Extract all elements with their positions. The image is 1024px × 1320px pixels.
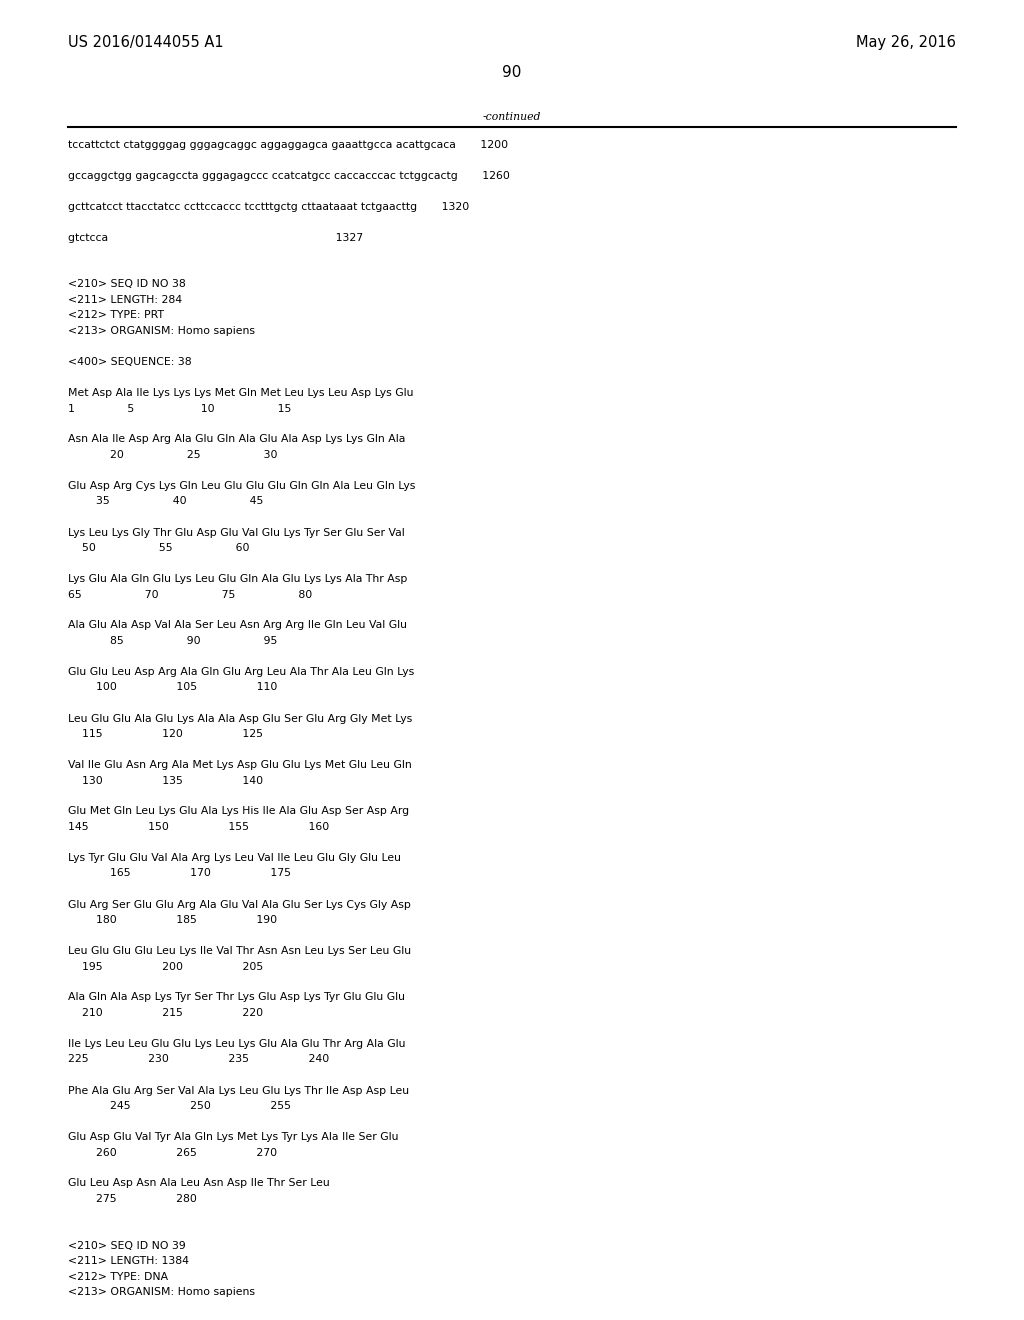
Text: 85                  90                  95: 85 90 95 — [68, 636, 278, 645]
Text: US 2016/0144055 A1: US 2016/0144055 A1 — [68, 36, 223, 50]
Text: 50                  55                  60: 50 55 60 — [68, 543, 250, 553]
Text: <210> SEQ ID NO 38: <210> SEQ ID NO 38 — [68, 280, 185, 289]
Text: Asn Ala Ile Asp Arg Ala Glu Gln Ala Glu Ala Asp Lys Lys Gln Ala: Asn Ala Ile Asp Arg Ala Glu Gln Ala Glu … — [68, 434, 406, 445]
Text: 65                  70                  75                  80: 65 70 75 80 — [68, 590, 312, 599]
Text: tccattctct ctatggggag gggagcaggc aggaggagca gaaattgcca acattgcaca       1200: tccattctct ctatggggag gggagcaggc aggagga… — [68, 140, 508, 150]
Text: Leu Glu Glu Ala Glu Lys Ala Ala Asp Glu Ser Glu Arg Gly Met Lys: Leu Glu Glu Ala Glu Lys Ala Ala Asp Glu … — [68, 714, 413, 723]
Text: 260                 265                 270: 260 265 270 — [68, 1147, 278, 1158]
Text: <212> TYPE: PRT: <212> TYPE: PRT — [68, 310, 164, 321]
Text: Lys Glu Ala Gln Glu Lys Leu Glu Gln Ala Glu Lys Lys Ala Thr Asp: Lys Glu Ala Gln Glu Lys Leu Glu Gln Ala … — [68, 574, 408, 583]
Text: Val Ile Glu Asn Arg Ala Met Lys Asp Glu Glu Lys Met Glu Leu Gln: Val Ile Glu Asn Arg Ala Met Lys Asp Glu … — [68, 760, 412, 770]
Text: 165                 170                 175: 165 170 175 — [68, 869, 291, 879]
Text: 115                 120                 125: 115 120 125 — [68, 729, 263, 739]
Text: May 26, 2016: May 26, 2016 — [856, 36, 956, 50]
Text: <400> SEQUENCE: 38: <400> SEQUENCE: 38 — [68, 356, 191, 367]
Text: 20                  25                  30: 20 25 30 — [68, 450, 278, 459]
Text: Lys Leu Lys Gly Thr Glu Asp Glu Val Glu Lys Tyr Ser Glu Ser Val: Lys Leu Lys Gly Thr Glu Asp Glu Val Glu … — [68, 528, 404, 537]
Text: Glu Asp Arg Cys Lys Gln Leu Glu Glu Glu Gln Gln Ala Leu Gln Lys: Glu Asp Arg Cys Lys Gln Leu Glu Glu Glu … — [68, 480, 416, 491]
Text: Ala Gln Ala Asp Lys Tyr Ser Thr Lys Glu Asp Lys Tyr Glu Glu Glu: Ala Gln Ala Asp Lys Tyr Ser Thr Lys Glu … — [68, 993, 406, 1002]
Text: 100                 105                 110: 100 105 110 — [68, 682, 278, 693]
Text: 245                 250                 255: 245 250 255 — [68, 1101, 291, 1111]
Text: 195                 200                 205: 195 200 205 — [68, 961, 263, 972]
Text: Lys Tyr Glu Glu Val Ala Arg Lys Leu Val Ile Leu Glu Gly Glu Leu: Lys Tyr Glu Glu Val Ala Arg Lys Leu Val … — [68, 853, 401, 863]
Text: 275                 280: 275 280 — [68, 1195, 197, 1204]
Text: Glu Leu Asp Asn Ala Leu Asn Asp Ile Thr Ser Leu: Glu Leu Asp Asn Ala Leu Asn Asp Ile Thr … — [68, 1179, 330, 1188]
Text: <211> LENGTH: 1384: <211> LENGTH: 1384 — [68, 1257, 189, 1266]
Text: Ile Lys Leu Leu Glu Glu Lys Leu Lys Glu Ala Glu Thr Arg Ala Glu: Ile Lys Leu Leu Glu Glu Lys Leu Lys Glu … — [68, 1039, 406, 1049]
Text: 225                 230                 235                 240: 225 230 235 240 — [68, 1055, 330, 1064]
Text: Glu Arg Ser Glu Glu Arg Ala Glu Val Ala Glu Ser Lys Cys Gly Asp: Glu Arg Ser Glu Glu Arg Ala Glu Val Ala … — [68, 899, 411, 909]
Text: <213> ORGANISM: Homo sapiens: <213> ORGANISM: Homo sapiens — [68, 1287, 255, 1298]
Text: 90: 90 — [503, 65, 521, 81]
Text: Phe Ala Glu Arg Ser Val Ala Lys Leu Glu Lys Thr Ile Asp Asp Leu: Phe Ala Glu Arg Ser Val Ala Lys Leu Glu … — [68, 1085, 410, 1096]
Text: 130                 135                 140: 130 135 140 — [68, 776, 263, 785]
Text: -continued: -continued — [482, 112, 542, 121]
Text: 180                 185                 190: 180 185 190 — [68, 915, 278, 925]
Text: Glu Glu Leu Asp Arg Ala Gln Glu Arg Leu Ala Thr Ala Leu Gln Lys: Glu Glu Leu Asp Arg Ala Gln Glu Arg Leu … — [68, 667, 415, 677]
Text: gtctcca                                                                 1327: gtctcca 1327 — [68, 234, 364, 243]
Text: Met Asp Ala Ile Lys Lys Lys Met Gln Met Leu Lys Leu Asp Lys Glu: Met Asp Ala Ile Lys Lys Lys Met Gln Met … — [68, 388, 414, 399]
Text: Glu Met Gln Leu Lys Glu Ala Lys His Ile Ala Glu Asp Ser Asp Arg: Glu Met Gln Leu Lys Glu Ala Lys His Ile … — [68, 807, 410, 817]
Text: <213> ORGANISM: Homo sapiens: <213> ORGANISM: Homo sapiens — [68, 326, 255, 337]
Text: 145                 150                 155                 160: 145 150 155 160 — [68, 822, 330, 832]
Text: <211> LENGTH: 284: <211> LENGTH: 284 — [68, 294, 182, 305]
Text: <212> TYPE: DNA: <212> TYPE: DNA — [68, 1271, 168, 1282]
Text: gccaggctgg gagcagccta gggagagccc ccatcatgcc caccacccac tctggcactg       1260: gccaggctgg gagcagccta gggagagccc ccatcat… — [68, 172, 510, 181]
Text: 210                 215                 220: 210 215 220 — [68, 1008, 263, 1018]
Text: 1               5                   10                  15: 1 5 10 15 — [68, 404, 292, 413]
Text: Glu Asp Glu Val Tyr Ala Gln Lys Met Lys Tyr Lys Ala Ile Ser Glu: Glu Asp Glu Val Tyr Ala Gln Lys Met Lys … — [68, 1133, 398, 1142]
Text: <210> SEQ ID NO 39: <210> SEQ ID NO 39 — [68, 1241, 185, 1250]
Text: 35                  40                  45: 35 40 45 — [68, 496, 263, 507]
Text: Leu Glu Glu Glu Leu Lys Ile Val Thr Asn Asn Leu Lys Ser Leu Glu: Leu Glu Glu Glu Leu Lys Ile Val Thr Asn … — [68, 946, 411, 956]
Text: gcttcatcct ttacctatcc ccttccaccc tcctttgctg cttaataaat tctgaacttg       1320: gcttcatcct ttacctatcc ccttccaccc tcctttg… — [68, 202, 469, 213]
Text: Ala Glu Ala Asp Val Ala Ser Leu Asn Arg Arg Ile Gln Leu Val Glu: Ala Glu Ala Asp Val Ala Ser Leu Asn Arg … — [68, 620, 407, 631]
